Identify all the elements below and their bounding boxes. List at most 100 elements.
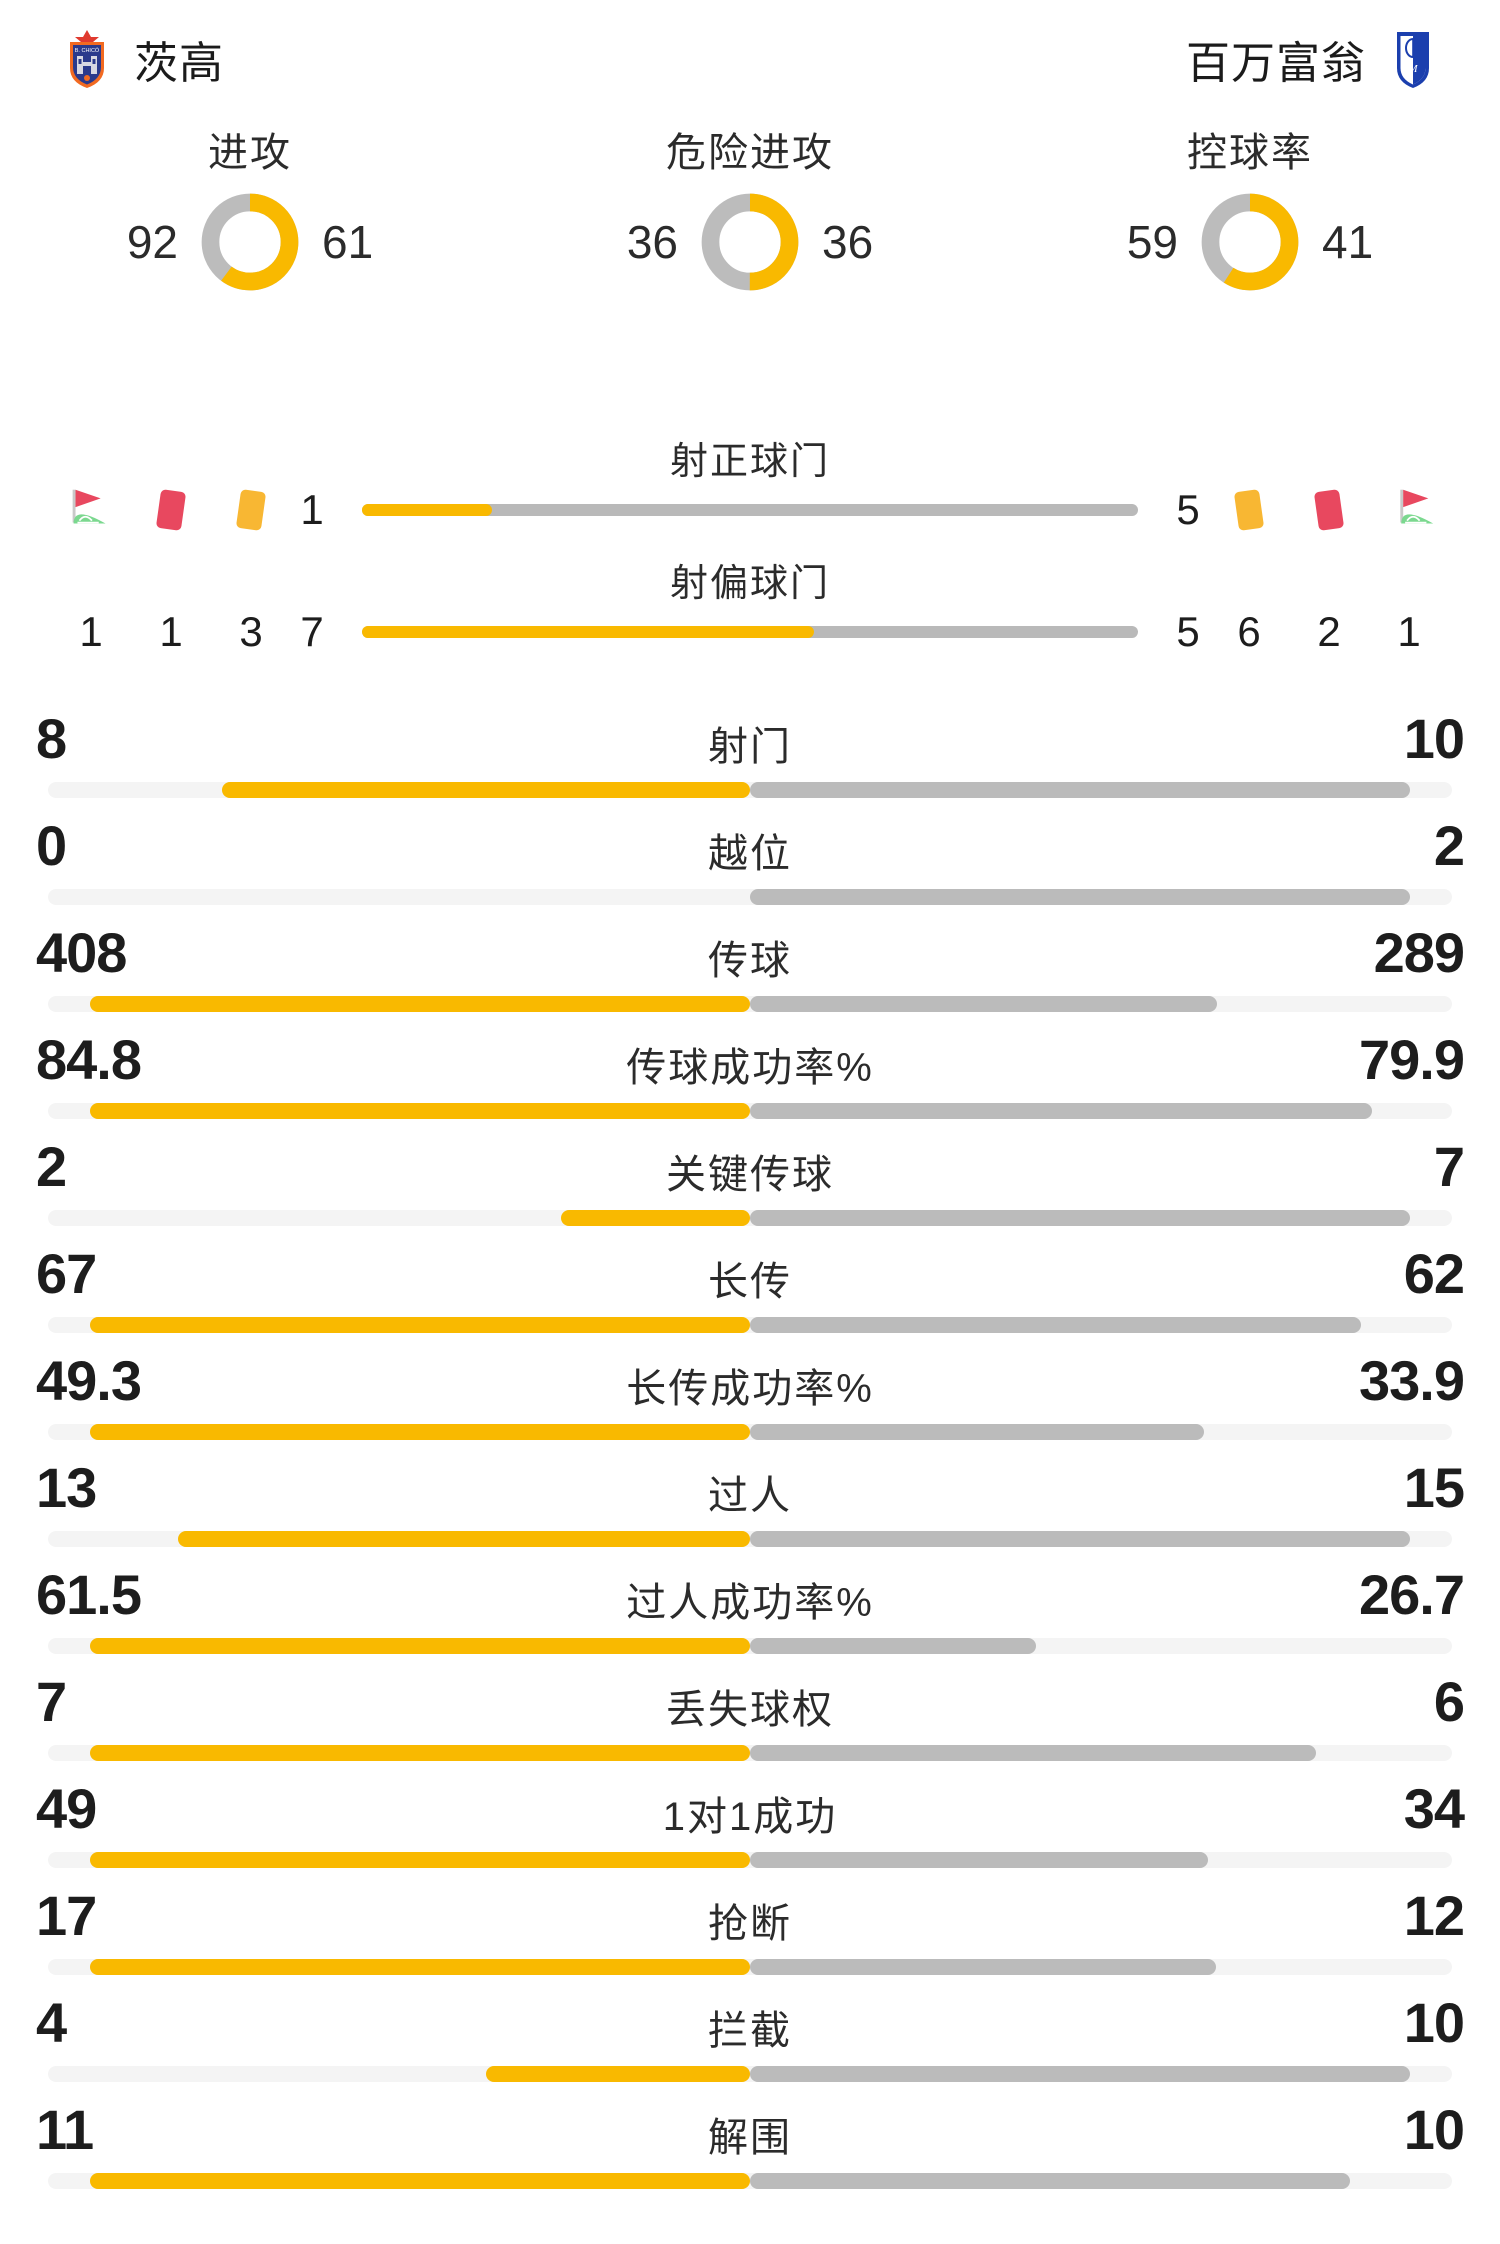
red-card-icon: [1314, 489, 1344, 531]
shots-on-target-label: 射正球门: [669, 441, 830, 483]
stat-bar-home: [90, 1745, 750, 1761]
stat-label: 过人: [708, 1474, 792, 1518]
stat-bar-home: [486, 2066, 750, 2082]
stat-label: 射门: [708, 725, 792, 769]
shots-on-target-away-value: 5: [1176, 486, 1200, 533]
stat-bar-away: [750, 1531, 1410, 1547]
stat-bar-track: [48, 1317, 1452, 1333]
stat-label: 传球: [708, 939, 792, 983]
stat-bar-home: [90, 1317, 750, 1333]
stat-away-value: 26.7: [1359, 1563, 1465, 1626]
donut-dangerous-attacks-home-value: 36: [626, 216, 678, 268]
donut-possession-chart: [1201, 193, 1299, 291]
stat-label: 长传成功率%: [626, 1367, 874, 1411]
stat-home-value: 17: [36, 1884, 97, 1947]
yellow-card-icon: [236, 489, 266, 531]
stat-label: 关键传球: [666, 1153, 834, 1197]
stat-away-value: 10: [1403, 707, 1465, 770]
stat-bar-away: [750, 1852, 1208, 1868]
stat-away-value: 289: [1373, 921, 1465, 984]
stat-home-value: 49: [36, 1777, 97, 1840]
stat-label: 长传: [708, 1260, 792, 1304]
stat-bar-track: [48, 1638, 1452, 1654]
away-yellow-card-count: 6: [1237, 608, 1261, 655]
donut-possession: 控球率 59 41: [1000, 120, 1500, 300]
stat-label: 越位: [708, 832, 792, 876]
stat-bar-home: [178, 1531, 750, 1547]
svg-text:B. CHICÓ: B. CHICÓ: [75, 47, 100, 54]
stat-bar-away: [750, 1638, 1037, 1654]
stat-bar-away: [750, 1317, 1361, 1333]
home-discipline-icons: [0, 481, 280, 539]
stat-row: 8 射门 10: [0, 700, 1500, 807]
away-team-name: 百万富翁: [1186, 39, 1366, 88]
stat-away-value: 10: [1403, 2098, 1465, 2161]
shots-off-target-bar: [362, 626, 1138, 638]
stat-bar-away: [750, 1424, 1204, 1440]
shots-on-target-track: [362, 504, 1138, 516]
stat-bar-away: [750, 2173, 1350, 2189]
stat-bar-away: [750, 2066, 1410, 2082]
donut-possession-label: 控球率: [1187, 131, 1313, 175]
stat-label: 拦截: [708, 2009, 792, 2053]
home-discipline-counts: 1 1 3: [0, 608, 280, 656]
stat-label: 解围: [708, 2116, 792, 2160]
home-red-card-count: 1: [159, 608, 183, 655]
stat-bar-home: [90, 996, 750, 1012]
donut-dangerous-attacks-label: 危险进攻: [666, 131, 834, 175]
stat-row: 408 传球 289: [0, 914, 1500, 1021]
stat-row: 49 1对1成功 34: [0, 1770, 1500, 1877]
millonarios-crest-icon: M: [1397, 32, 1429, 88]
shots-off-target-line: 1 1 3 7 5 6 2 1: [0, 600, 1500, 664]
stat-bar-track: [48, 1959, 1452, 1975]
home-yellow-card-count: 3: [239, 608, 263, 655]
shots-off-target-fill: [362, 626, 815, 638]
stat-row: 11 解围 10: [0, 2091, 1500, 2198]
stat-bar-track: [48, 996, 1452, 1012]
red-card-icon: [156, 489, 186, 531]
stat-bar-track: [48, 782, 1452, 798]
stat-away-value: 33.9: [1359, 1349, 1465, 1412]
stat-bar-away: [750, 1745, 1316, 1761]
stat-label: 丢失球权: [666, 1688, 834, 1732]
donut-attacks: 进攻 92 61: [0, 120, 500, 300]
stat-bar-track: [48, 1745, 1452, 1761]
stat-home-value: 84.8: [36, 1028, 142, 1091]
stat-row: 67 长传 62: [0, 1235, 1500, 1342]
stat-home-value: 8: [36, 707, 67, 770]
shots-off-target-block: 射偏球门 1 1 3 7 5 6 2 1: [0, 552, 1500, 662]
shots-on-target-block: 射正球门 1: [0, 430, 1500, 540]
stat-home-value: 49.3: [36, 1349, 142, 1412]
yellow-card-icon: [1234, 489, 1264, 531]
stat-bar-track: [48, 1103, 1452, 1119]
stat-row: 49.3 长传成功率% 33.9: [0, 1342, 1500, 1449]
shots-off-target-home-value: 7: [300, 608, 324, 655]
stat-bar-away: [750, 1210, 1410, 1226]
stat-row: 17 抢断 12: [0, 1877, 1500, 1984]
shots-on-target-bar: [362, 504, 1138, 516]
stat-bar-away: [750, 1959, 1216, 1975]
stat-bar-away: [750, 1103, 1372, 1119]
stat-away-value: 6: [1433, 1670, 1465, 1733]
stat-bar-home: [561, 1210, 750, 1226]
stat-home-value: 7: [36, 1670, 67, 1733]
stats-list: 8 射门 10 0 越位 2 408 传球 289 84.8 传球成功率% 79.9 2 关键传球 7 67 长…: [0, 700, 1500, 2198]
home-team-name: 茨高: [134, 39, 224, 88]
stat-label: 抢断: [708, 1902, 792, 1946]
stat-bar-track: [48, 2066, 1452, 2082]
stat-home-value: 0: [36, 814, 67, 877]
corner-flag-icon: [1400, 489, 1434, 524]
stat-bar-track: [48, 889, 1452, 905]
stat-row: 84.8 传球成功率% 79.9: [0, 1021, 1500, 1128]
away-discipline-counts: 6 2 1: [1220, 608, 1500, 656]
away-corner-count: 1: [1397, 608, 1421, 655]
stat-bar-track: [48, 1424, 1452, 1440]
stat-bar-track: [48, 1531, 1452, 1547]
home-corner-count: 1: [79, 608, 103, 655]
stat-home-value: 61.5: [36, 1563, 142, 1626]
stat-home-value: 4: [36, 1991, 67, 2054]
stat-away-value: 15: [1403, 1456, 1465, 1519]
stat-label: 传球成功率%: [626, 1046, 874, 1090]
stat-away-value: 79.9: [1359, 1028, 1465, 1091]
